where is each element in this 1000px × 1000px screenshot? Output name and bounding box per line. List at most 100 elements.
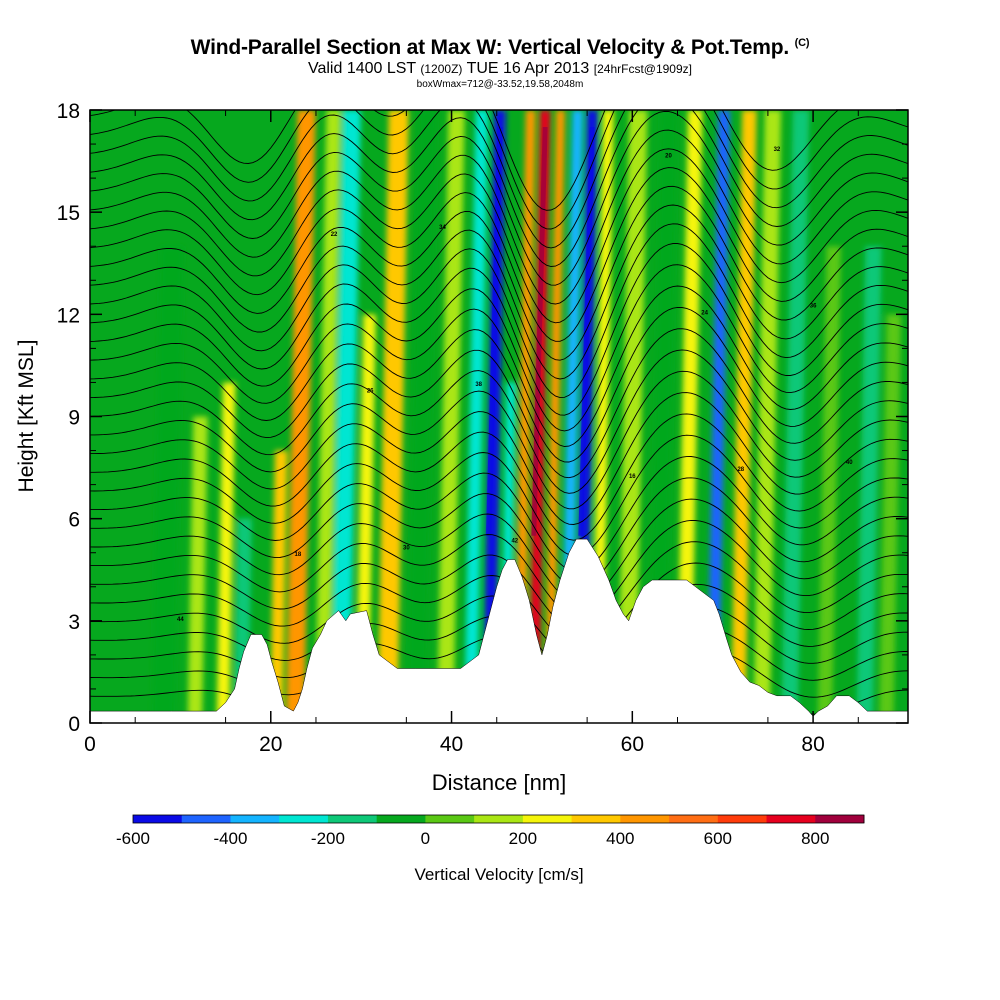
contour-label-5: 34 [439,225,446,231]
colorbar-tick-label-2: -200 [311,829,345,848]
chart-title: Wind-Parallel Section at Max W: Vertical… [0,36,1000,60]
velocity-band-28 [817,246,841,723]
contour-label-7: 30 [403,545,410,551]
contour-label-0: 44 [177,617,184,623]
contour-label-3: 38 [475,382,482,388]
contour-label-10: 24 [701,310,708,316]
chart-subtitle: Valid 1400 LST (1200Z) TUE 16 Apr 2013 [… [0,60,1000,78]
y-tick-label-0: 0 [68,713,80,736]
colorbar-frame [132,814,865,824]
isentrope-line-23 [90,185,908,361]
isentrope-line-15 [90,349,908,494]
velocity-band-1 [187,416,208,723]
x-tick-label-40: 40 [440,733,463,756]
colorbar-swatch-11 [669,815,719,823]
isentrope-line-5 [90,562,908,650]
isentrope-line-7 [90,519,908,619]
colorbar-swatch-9 [571,815,621,823]
y-tick-label-18: 18 [57,100,80,123]
isentrope-line-22 [90,204,908,380]
isentrope-line-28 [90,110,908,267]
colorbar-swatch-4 [327,815,378,823]
isentrope-line-12 [90,413,908,541]
chart-title-text: Wind-Parallel Section at Max W: Vertical… [190,36,790,59]
colorbar-label: Vertical Velocity [cm/s] [414,865,583,884]
colorbar-swatch-1 [181,815,231,823]
colorbar-tick-label-1: -400 [213,829,247,848]
colorbar-swatch-7 [474,815,524,823]
isentrope-line-13 [90,392,908,525]
velocity-band-5 [286,110,316,723]
colorbar-tick-label-4: 200 [509,829,537,848]
isentrope-line-19 [90,264,908,432]
terrain-mask [90,538,908,723]
velocity-band-27 [781,110,810,723]
isentrope-line-26 [90,129,908,305]
isentrope-line-21 [90,223,908,399]
velocity-core-0 [485,127,503,536]
isentrope-line-8 [90,498,908,604]
isentrope-line-30 [90,110,908,230]
valid-time: Valid 1400 LST [307,60,416,77]
isentrope-line-29 [90,110,908,249]
isentrope-line-20 [90,243,908,416]
velocity-core-1 [531,127,548,536]
y-axis-label: Height [Kft MSL] [15,340,38,493]
velocity-band-25 [730,110,757,723]
colorbar-swatch-2 [230,815,280,823]
colorbar-swatch-6 [425,815,475,823]
colorbar-swatch-0 [133,815,183,823]
y-tick-label-3: 3 [68,611,80,634]
velocity-band-17 [544,110,566,723]
colorbar-tick-label-3: 0 [421,829,430,848]
isentrope-line-17 [90,306,908,463]
colorbar-swatch-8 [522,815,573,823]
contour-label-4: 36 [810,304,817,310]
velocity-band-30 [879,314,902,723]
velocity-band-2 [216,382,236,723]
velocity-band-7 [331,110,361,723]
y-tick-label-6: 6 [68,509,80,532]
isentrope-line-25 [90,148,908,324]
colorbar-tick-label-6: 600 [704,829,732,848]
velocity-band-23 [676,110,703,723]
colorbar-swatch-5 [376,815,426,823]
velocity-band-11 [437,110,465,723]
colorbar-swatch-3 [279,815,329,823]
contour-label-14: 16 [629,474,636,480]
isentrope-line-16 [90,328,908,479]
contour-label-9: 26 [367,389,374,395]
velocity-band-4 [269,450,288,723]
velocity-band-22 [649,110,678,723]
colorbar: -600 -400 -200 0 200 400 600 800 [116,814,865,848]
copyright-mark: (C) [794,37,810,49]
isentrope-line-14 [90,370,908,510]
isentrope-line-31 [90,110,839,211]
velocity-band-21 [617,110,648,723]
isentrope-line-11 [90,434,908,557]
colorbar-swatch-13 [766,815,816,823]
velocity-band-10 [407,110,437,723]
x-tick-label-20: 20 [259,733,282,756]
contour-label-1: 42 [511,539,518,545]
velocity-core-2 [578,127,595,536]
colorbar-tick-label-5: 400 [606,829,634,848]
colorbar-swatch-12 [717,815,768,823]
contour-label-2: 40 [846,460,853,466]
isentrope-line-6 [90,541,908,635]
colorbar-tick-label-0: -600 [116,829,150,848]
contour-label-12: 20 [665,154,672,160]
y-tick-label-12: 12 [57,304,80,327]
y-tick-label-15: 15 [57,202,80,225]
valid-date: TUE 16 Apr 2013 [466,60,590,77]
x-axis-label: Distance [nm] [432,770,567,795]
velocity-band-12 [464,110,489,723]
terrain-profile [90,538,908,723]
x-tick-label-80: 80 [801,733,824,756]
y-tick-label-9: 9 [68,407,80,430]
colorbar-swatch-10 [620,815,670,823]
x-tick-label-60: 60 [621,733,644,756]
forecast-info: [24hrFcst@1909z] [593,62,692,76]
isentrope-line-24 [90,167,908,342]
